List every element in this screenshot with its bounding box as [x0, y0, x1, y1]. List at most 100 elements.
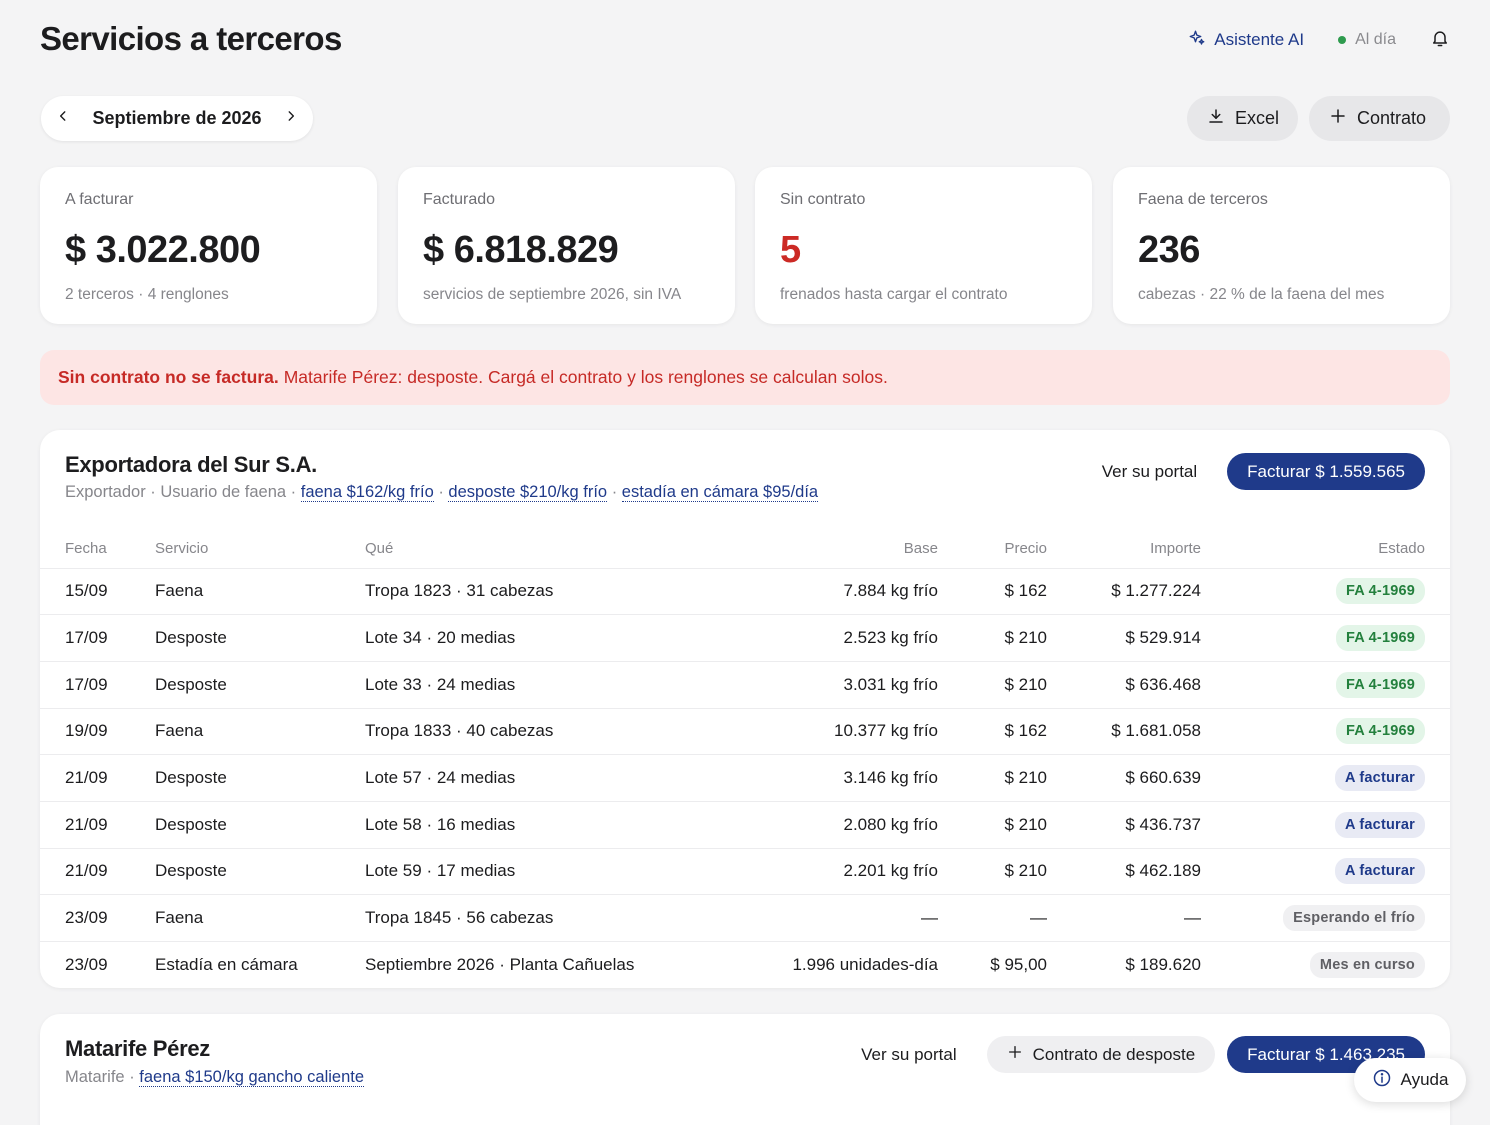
cell-importe: $ 462.189 — [1047, 847, 1201, 895]
cell-estado: FA 4-1969 — [1201, 567, 1450, 615]
column-header-base[interactable]: Base — [903, 540, 938, 558]
client-card-exportadora: Exportadora del Sur S.A. Exportador · Us… — [40, 430, 1450, 988]
client-role: Usuario de faena — [160, 483, 287, 501]
cell-importe: $ 1.681.058 — [1047, 707, 1201, 755]
cell-importe: $ 660.639 — [1047, 754, 1201, 802]
chevron-right-icon — [284, 109, 298, 128]
table-row[interactable]: 17/09 Desposte Lote 34 · 20 medias 2.523 kg… — [40, 614, 1450, 662]
kpi-card-sin-contrato: Sin contrato 5 frenados hasta cargar el … — [755, 167, 1092, 324]
new-contract-button[interactable]: Contrato — [1309, 96, 1450, 141]
cell-fecha: 17/09 — [40, 660, 155, 709]
page-title: Servicios a terceros — [40, 20, 342, 57]
bell-icon — [1430, 30, 1450, 52]
view-portal-button[interactable]: Ver su portal — [861, 1044, 957, 1064]
bill-button[interactable]: Facturar $ 1.463.235 — [1227, 1036, 1425, 1073]
help-label: Ayuda — [1400, 1070, 1449, 1089]
bill-button[interactable]: Facturar $ 1.559.565 — [1227, 453, 1425, 490]
export-excel-label: Excel — [1235, 108, 1280, 128]
prev-month-button[interactable] — [55, 111, 71, 127]
view-portal-button[interactable]: Ver su portal — [1101, 461, 1198, 481]
help-button[interactable]: Ayuda — [1354, 1058, 1466, 1102]
kpi-value: $ 3.022.800 — [65, 229, 261, 271]
column-header-que[interactable]: Qué — [365, 540, 394, 558]
month-selector: Septiembre de 2026 — [41, 96, 313, 141]
cell-precio: $ 162 — [938, 567, 1047, 615]
column-header-servicio[interactable]: Servicio — [155, 540, 209, 558]
table-row[interactable]: 21/09 Desposte Lote 59 · 17 medias 2.201 kg… — [40, 847, 1450, 895]
cell-precio: $ 210 — [938, 614, 1047, 662]
client-name: Exportadora del Sur S.A. — [65, 452, 317, 477]
new-contract-label: Contrato — [1357, 108, 1427, 128]
client-type: Matarife — [65, 1068, 125, 1086]
status-badge[interactable]: FA 4-1969 — [1336, 671, 1425, 698]
cell-servicio: Desposte — [155, 614, 365, 662]
ai-assistant-label: Asistente AI — [1214, 30, 1305, 49]
next-month-button[interactable] — [283, 111, 299, 127]
kpi-card-faena-terceros: Faena de terceros 236 cabezas · 22 % de … — [1113, 167, 1450, 324]
cell-servicio: Faena — [155, 567, 365, 615]
status-badge[interactable]: FA 4-1969 — [1336, 625, 1425, 652]
alert-title: Sin contrato no se factura. — [58, 367, 279, 387]
status-badge[interactable]: FA 4-1969 — [1336, 718, 1425, 745]
cell-precio: $ 210 — [938, 800, 1047, 849]
cell-fecha: 19/09 — [40, 707, 155, 755]
column-header-precio[interactable]: Precio — [1004, 540, 1047, 558]
status-badge: Esperando el frío — [1283, 905, 1425, 932]
notifications-button[interactable] — [1430, 28, 1450, 53]
sync-status-label: Al día — [1355, 31, 1396, 48]
top-bar-actions: Asistente AI Al día — [1188, 24, 1450, 56]
cell-fecha: 21/09 — [40, 847, 155, 895]
table-row[interactable]: 17/09 Desposte Lote 33 · 24 medias 3.031 kg… — [40, 660, 1450, 709]
cell-fecha: 23/09 — [40, 941, 155, 988]
cell-estado: A facturar — [1201, 800, 1450, 849]
kpi-subtitle: cabezas · 22 % de la faena del mes — [1138, 286, 1385, 303]
rate-link-desposte[interactable]: desposte $210/kg frío — [448, 483, 608, 502]
table-row[interactable]: 21/09 Desposte Lote 58 · 16 medias 2.080 kg… — [40, 800, 1450, 849]
cell-base: 3.146 kg frío — [665, 754, 938, 802]
cell-importe: $ 636.468 — [1047, 660, 1201, 709]
status-badge: Mes en curso — [1309, 952, 1425, 979]
cell-servicio: Faena — [155, 707, 365, 755]
add-contract-button[interactable]: Contrato de desposte — [986, 1036, 1216, 1073]
alert-text: Matarife Pérez: desposte. Cargá el contr… — [283, 367, 888, 387]
rate-link-estadia[interactable]: estadía en cámara $95/día — [621, 483, 819, 502]
services-table: Fecha Servicio Qué Base Precio Importe E… — [40, 530, 1450, 988]
client-actions: Ver su portal Contrato de desposte Factu… — [843, 1036, 1425, 1073]
table-row[interactable]: 23/09 Faena Tropa 1845 · 56 cabezas — — — Espe… — [40, 894, 1450, 942]
table-row[interactable]: 21/09 Desposte Lote 57 · 24 medias 3.146 kg… — [40, 754, 1450, 802]
column-header-importe[interactable]: Importe — [1150, 540, 1201, 558]
add-contract-label: Contrato de desposte — [1032, 1044, 1196, 1064]
rate-link-faena[interactable]: faena $162/kg frío — [300, 483, 434, 502]
table-row[interactable]: 19/09 Faena Tropa 1833 · 40 cabezas 10.377 … — [40, 707, 1450, 755]
cell-que: Lote 59 · 17 medias — [365, 847, 665, 895]
cell-fecha: 15/09 — [40, 567, 155, 615]
cell-servicio: Desposte — [155, 660, 365, 709]
cell-importe: — — [1047, 894, 1201, 942]
table-row[interactable]: 23/09 Estadía en cámara Septiembre 2026 · … — [40, 941, 1450, 988]
sync-status: Al día — [1338, 31, 1396, 49]
column-header-fecha[interactable]: Fecha — [65, 540, 107, 558]
cell-base: — — [665, 894, 938, 942]
month-label: Septiembre de 2026 — [92, 108, 262, 128]
rate-link-faena[interactable]: faena $150/kg gancho caliente — [139, 1068, 365, 1087]
kpi-card-a-facturar: A facturar $ 3.022.800 2 terceros · 4 re… — [40, 167, 377, 324]
kpi-value: 5 — [780, 229, 801, 271]
cell-precio: $ 210 — [938, 847, 1047, 895]
status-dot-icon — [1338, 36, 1347, 44]
cell-precio: $ 210 — [938, 660, 1047, 709]
plus-icon — [1007, 1044, 1023, 1065]
ai-assistant-button[interactable]: Asistente AI — [1188, 29, 1304, 52]
status-badge: A facturar — [1335, 765, 1425, 792]
cell-que: Lote 57 · 24 medias — [365, 754, 665, 802]
cell-estado: Mes en curso — [1201, 941, 1450, 988]
kpi-subtitle: servicios de septiembre 2026, sin IVA — [423, 286, 682, 303]
info-icon — [1372, 1068, 1392, 1093]
export-excel-button[interactable]: Excel — [1187, 96, 1298, 141]
table-row[interactable]: 15/09 Faena Tropa 1823 · 31 cabezas 7.884 k… — [40, 567, 1450, 615]
chevron-left-icon — [56, 109, 70, 128]
cell-servicio: Desposte — [155, 754, 365, 802]
cell-base: 1.996 unidades-día — [665, 941, 938, 988]
column-header-estado[interactable]: Estado — [1378, 540, 1425, 558]
cell-base: 3.031 kg frío — [665, 660, 938, 709]
status-badge[interactable]: FA 4-1969 — [1336, 578, 1425, 605]
